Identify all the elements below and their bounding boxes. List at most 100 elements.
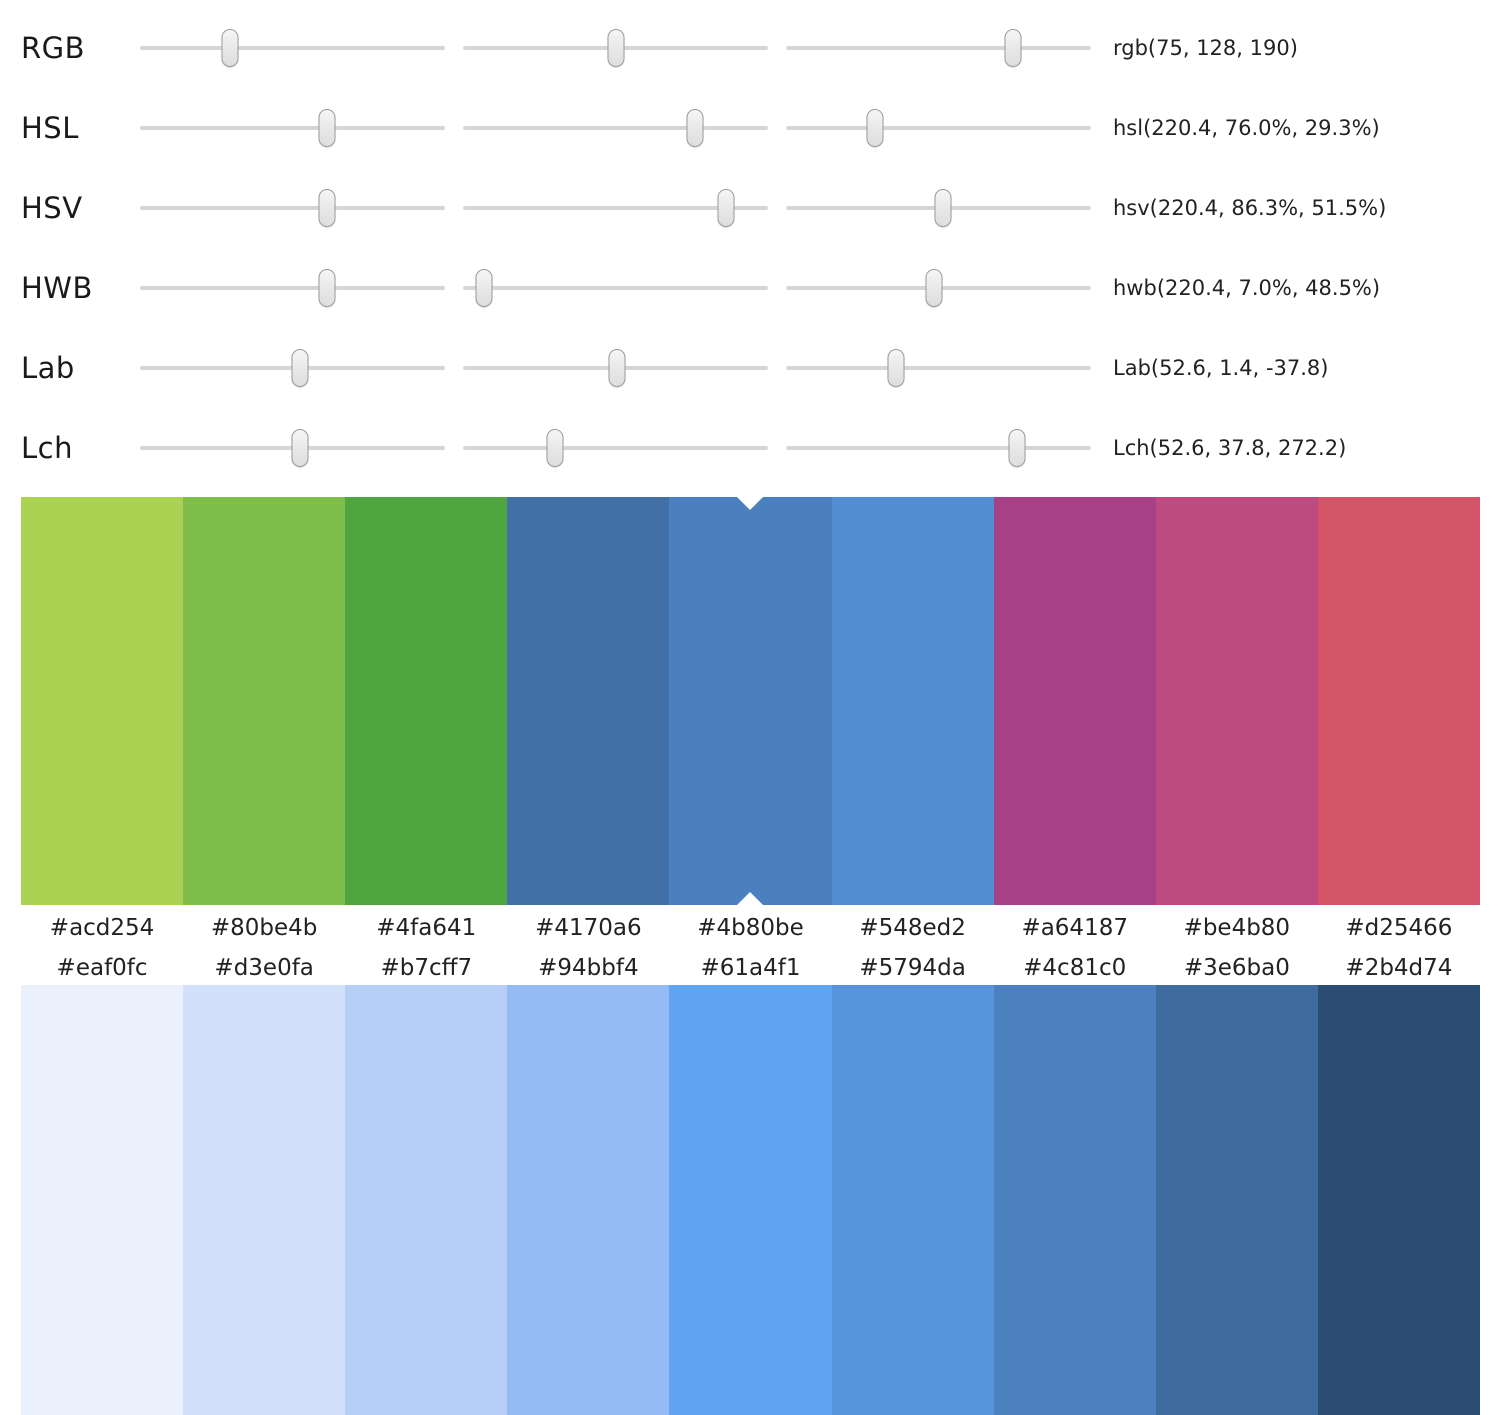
slider-lab-channel-2[interactable] xyxy=(463,346,768,390)
slider-rgb-channel-1[interactable] xyxy=(140,26,445,70)
hue-swatch[interactable] xyxy=(1155,497,1318,905)
hue-swatch-label: #be4b80 xyxy=(1183,914,1291,941)
slider-track xyxy=(463,126,768,130)
shade-swatch[interactable] xyxy=(831,985,994,1415)
slider-thumb[interactable] xyxy=(717,189,735,227)
shade-swatch-label: #3e6ba0 xyxy=(1183,954,1290,981)
slider-track xyxy=(140,286,445,290)
slider-panel: RGB rgb(75, 128, 190) HSL hsl(220.4, 76.0%,… xyxy=(0,0,1501,497)
shade-swatch[interactable] xyxy=(1317,985,1480,1415)
slider-row-rgb: RGB rgb(75, 128, 190) xyxy=(21,8,1480,88)
slider-thumb[interactable] xyxy=(887,349,905,387)
slider-thumb[interactable] xyxy=(934,189,952,227)
hue-swatch[interactable] xyxy=(183,497,346,905)
slider-track xyxy=(463,446,768,450)
slider-thumb[interactable] xyxy=(925,269,943,307)
slider-hsl-channel-3[interactable] xyxy=(786,106,1091,150)
slider-thumb[interactable] xyxy=(686,109,704,147)
shade-swatch-label: #94bbf4 xyxy=(538,954,639,981)
shade-swatch[interactable] xyxy=(345,985,508,1415)
slider-row-lch: Lch Lch(52.6, 37.8, 272.2) xyxy=(21,408,1480,488)
slider-row-label: Lab xyxy=(21,351,75,385)
hue-swatch[interactable] xyxy=(669,497,832,905)
hue-swatch-label: #a64187 xyxy=(1021,914,1128,941)
slider-value-text: hsv(220.4, 86.3%, 51.5%) xyxy=(1113,196,1387,220)
slider-lch-channel-3[interactable] xyxy=(786,426,1091,470)
slider-hwb-channel-2[interactable] xyxy=(463,266,768,310)
hue-swatch[interactable] xyxy=(345,497,508,905)
slider-thumb[interactable] xyxy=(866,109,884,147)
hue-swatch-label: #80be4b xyxy=(210,914,318,941)
slider-value-text: hsl(220.4, 76.0%, 29.3%) xyxy=(1113,116,1380,140)
slider-thumb[interactable] xyxy=(318,269,336,307)
selected-swatch-notch-top xyxy=(737,497,764,510)
shade-swatch-label: #eaf0fc xyxy=(56,954,148,981)
shade-swatch[interactable] xyxy=(183,985,346,1415)
slider-tracks xyxy=(140,186,1091,230)
shade-swatch-label: #d3e0fa xyxy=(214,954,314,981)
hue-swatch[interactable] xyxy=(993,497,1156,905)
hue-swatch-label: #acd254 xyxy=(49,914,155,941)
slider-value-text: rgb(75, 128, 190) xyxy=(1113,36,1298,60)
slider-thumb[interactable] xyxy=(1008,429,1026,467)
hue-swatch[interactable] xyxy=(1317,497,1480,905)
slider-rgb-channel-2[interactable] xyxy=(463,26,768,70)
slider-lab-channel-3[interactable] xyxy=(786,346,1091,390)
slider-thumb[interactable] xyxy=(1004,29,1022,67)
hue-swatch-label: #4b80be xyxy=(697,914,804,941)
slider-lch-channel-1[interactable] xyxy=(140,426,445,470)
slider-row-label: Lch xyxy=(21,431,73,465)
slider-thumb[interactable] xyxy=(291,349,309,387)
hue-palette xyxy=(21,497,1480,905)
slider-tracks xyxy=(140,106,1091,150)
slider-lch-channel-2[interactable] xyxy=(463,426,768,470)
slider-hsv-channel-3[interactable] xyxy=(786,186,1091,230)
slider-track xyxy=(786,446,1091,450)
slider-hsl-channel-1[interactable] xyxy=(140,106,445,150)
slider-row-label: HWB xyxy=(21,271,93,305)
hue-swatch[interactable] xyxy=(831,497,994,905)
hue-swatch-label: #d25466 xyxy=(1345,914,1453,941)
slider-track xyxy=(463,206,768,210)
slider-track xyxy=(140,126,445,130)
shade-palette-labels: #eaf0fc #d3e0fa #b7cff7 #94bbf4 #61a4f1 #5794… xyxy=(21,950,1480,985)
slider-row-hwb: HWB hwb(220.4, 7.0%, 48.5%) xyxy=(21,248,1480,328)
slider-hsv-channel-2[interactable] xyxy=(463,186,768,230)
slider-track xyxy=(140,206,445,210)
slider-rgb-channel-3[interactable] xyxy=(786,26,1091,70)
slider-hsv-channel-1[interactable] xyxy=(140,186,445,230)
slider-row-lab: Lab Lab(52.6, 1.4, -37.8) xyxy=(21,328,1480,408)
slider-hwb-channel-1[interactable] xyxy=(140,266,445,310)
hue-swatch-label: #4fa641 xyxy=(376,914,477,941)
shade-swatch-label: #b7cff7 xyxy=(380,954,473,981)
slider-hsl-channel-2[interactable] xyxy=(463,106,768,150)
slider-thumb[interactable] xyxy=(475,269,493,307)
shade-swatch[interactable] xyxy=(1155,985,1318,1415)
slider-track xyxy=(786,46,1091,50)
slider-tracks xyxy=(140,426,1091,470)
hue-swatch[interactable] xyxy=(21,497,184,905)
slider-tracks xyxy=(140,26,1091,70)
slider-row-label: RGB xyxy=(21,31,86,65)
slider-thumb[interactable] xyxy=(318,189,336,227)
slider-hwb-channel-3[interactable] xyxy=(786,266,1091,310)
shade-swatch[interactable] xyxy=(993,985,1156,1415)
shade-swatch[interactable] xyxy=(507,985,670,1415)
slider-lab-channel-1[interactable] xyxy=(140,346,445,390)
shade-swatch[interactable] xyxy=(21,985,184,1415)
shade-swatch-label: #61a4f1 xyxy=(700,954,801,981)
shade-swatch-label: #2b4d74 xyxy=(1345,954,1453,981)
slider-thumb[interactable] xyxy=(608,349,626,387)
slider-thumb[interactable] xyxy=(291,429,309,467)
hue-swatch[interactable] xyxy=(507,497,670,905)
slider-thumb[interactable] xyxy=(318,109,336,147)
shade-swatch[interactable] xyxy=(669,985,832,1415)
slider-thumb[interactable] xyxy=(607,29,625,67)
selected-swatch-notch-bottom xyxy=(737,892,764,905)
slider-thumb[interactable] xyxy=(546,429,563,467)
slider-thumb[interactable] xyxy=(221,29,239,67)
slider-row-label: HSV xyxy=(21,191,83,225)
slider-row-hsl: HSL hsl(220.4, 76.0%, 29.3%) xyxy=(21,88,1480,168)
slider-row-hsv: HSV hsv(220.4, 86.3%, 51.5%) xyxy=(21,168,1480,248)
